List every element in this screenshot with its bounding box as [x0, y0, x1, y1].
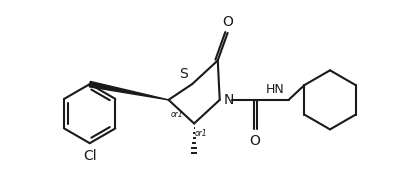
- Text: or1: or1: [170, 110, 183, 119]
- Text: S: S: [179, 67, 188, 81]
- Text: O: O: [222, 15, 233, 29]
- Text: N: N: [224, 93, 234, 107]
- Text: or1: or1: [195, 129, 208, 138]
- Polygon shape: [89, 81, 168, 100]
- Text: O: O: [249, 134, 260, 148]
- Text: Cl: Cl: [83, 149, 97, 163]
- Text: HN: HN: [266, 83, 285, 96]
